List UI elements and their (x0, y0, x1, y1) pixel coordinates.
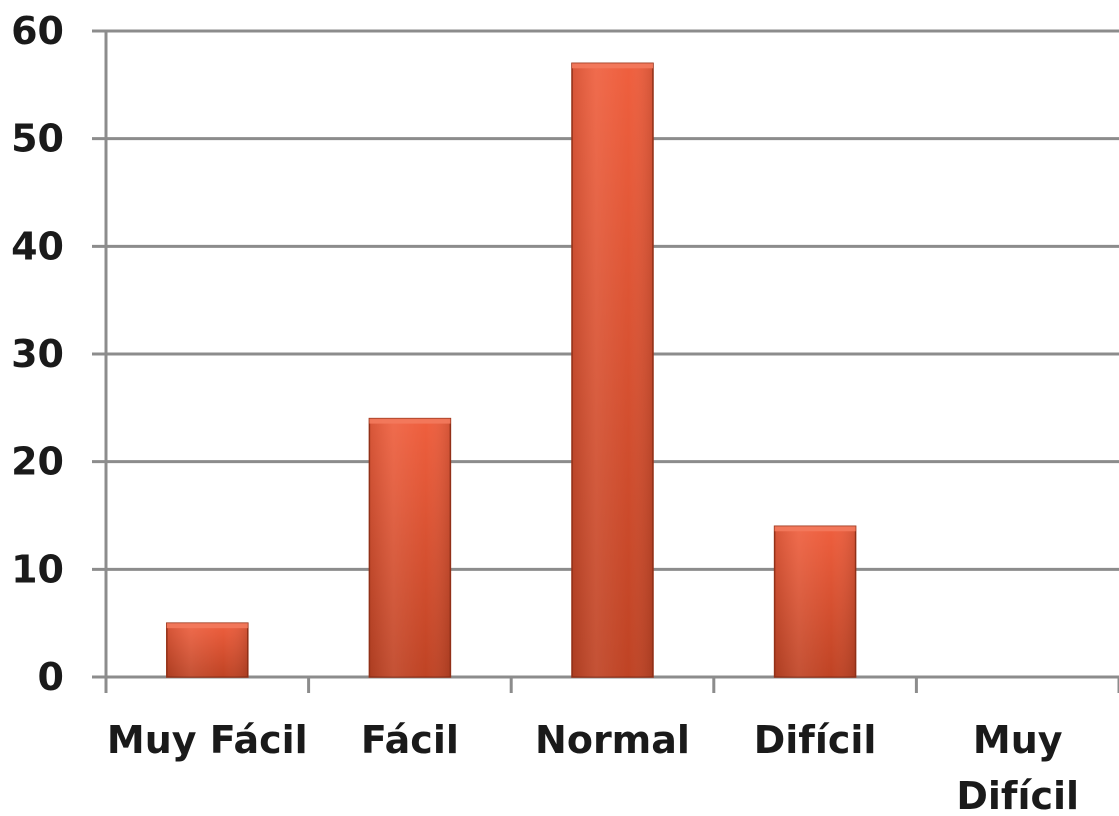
y-tick-label: 0 (38, 655, 64, 699)
y-tick-label: 30 (11, 332, 64, 376)
bar-top-highlight (774, 526, 856, 532)
bar-top-highlight (166, 623, 248, 629)
x-category-label: Normal (535, 718, 690, 762)
y-tick-label: 20 (11, 440, 64, 484)
y-tick-label: 10 (11, 547, 64, 591)
bar (166, 622, 249, 678)
x-category-labels: Muy Fácil Fácil Normal Difícil Muy Difícil (107, 718, 1079, 816)
bar-shading (369, 418, 451, 677)
y-tick-label: 50 (11, 117, 64, 161)
y-tick-label: 40 (11, 224, 64, 268)
bar (368, 417, 452, 678)
bar-shading (571, 63, 654, 678)
bar-shading (774, 526, 856, 677)
bar-top-highlight (369, 418, 451, 424)
bar (571, 62, 654, 678)
x-category-label: Fácil (361, 718, 459, 762)
x-category-label: Difícil (754, 718, 877, 762)
x-category-label: Muy Fácil (107, 718, 308, 762)
bars (166, 62, 857, 678)
y-tick-labels: 0 10 20 30 40 50 60 (11, 9, 64, 699)
x-category-label: Muy Difícil (956, 718, 1079, 816)
y-tick-label: 60 (11, 9, 64, 53)
bar-shading (166, 623, 248, 677)
bar-top-highlight (571, 63, 654, 69)
bar (773, 525, 857, 678)
